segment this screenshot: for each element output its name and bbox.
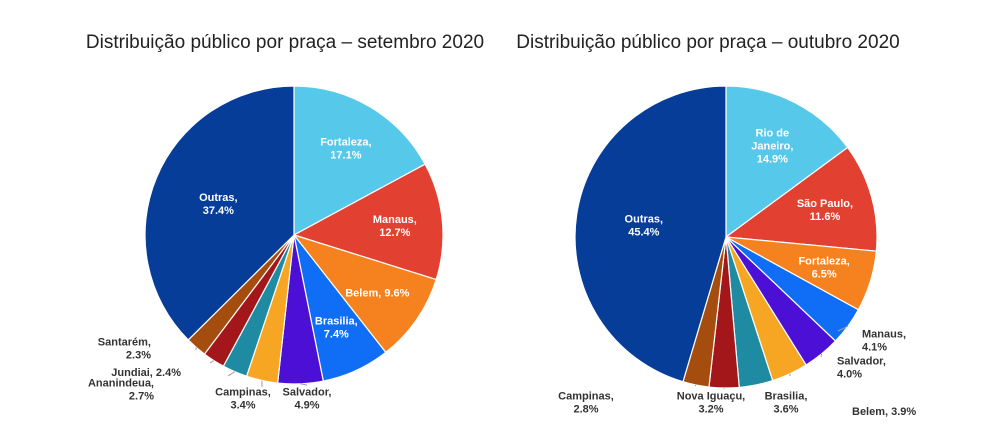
pie-slice-outras-37-4 xyxy=(144,85,295,341)
slice-label-outras-45-4: Outras, 45.4% xyxy=(625,214,664,239)
leader-line-campinas-2-8 xyxy=(694,384,697,387)
leader-line-salvador-4-9 xyxy=(300,383,308,386)
slice-label-salvador-4-9: Salvador, 4.9% xyxy=(283,387,332,412)
slice-label-sao-paulo-11-6: São Paulo, 11.6% xyxy=(797,198,853,223)
pie-chart-october: Distribuição público por praça – outubro… xyxy=(516,32,916,418)
slice-label-belem-9-6: Belem, 9.6% xyxy=(345,288,409,300)
pie-slice-manaus-12-7 xyxy=(292,163,444,281)
leader-line-salvador-4-0 xyxy=(820,353,823,358)
slice-label-rio-de-janeiro-14-9: Rio de Janeiro, 14.9% xyxy=(751,127,793,165)
slice-label-campinas-2-8: Campinas, 2.8% xyxy=(558,391,614,416)
slice-label-nova-iguacu-3-2: Nova Iguaçu, 3.2% xyxy=(677,391,745,416)
slice-label-ananindeua-2-7: Ananindeua, 2.7% xyxy=(88,378,154,403)
pie-slice-rio-de-janeiro-14-9 xyxy=(725,85,849,239)
pie-slice-fortaleza-17-1 xyxy=(293,85,426,237)
slice-label-jundiai-2-4: Jundiai, 2.4% xyxy=(111,367,181,379)
slice-label-fortaleza-17-1: Fortaleza, 17.1% xyxy=(320,136,371,161)
leader-line-jundiai-2-4 xyxy=(209,360,214,364)
pie-slice-belem-9-6 xyxy=(292,233,437,354)
chart-title-september: Distribuição público por praça – setembr… xyxy=(86,32,484,53)
slice-label-brasilia-3-6: Brasilia, 3.6% xyxy=(765,391,808,416)
slice-label-santarem-2-3: Santarém, 2.3% xyxy=(98,337,151,362)
slice-label-belem-3-9: Belem, 3.9% xyxy=(852,406,916,418)
slice-label-brasilia-7-4: Brasilia, 7.4% xyxy=(315,316,358,341)
leader-line-ananindeua-2-7 xyxy=(227,371,236,377)
slice-label-manaus-4-1: Manaus, 4.1% xyxy=(862,329,906,354)
chart-title-october: Distribuição público por praça – outubro… xyxy=(516,32,899,53)
slice-label-salvador-4-0: Salvador, 4.0% xyxy=(837,356,886,381)
slice-label-manaus-12-7: Manaus, 12.7% xyxy=(373,214,417,239)
pie-slice-outras-45-4 xyxy=(574,85,727,383)
pie-chart-september: Distribuição público por praça – setembr… xyxy=(86,32,484,412)
slice-label-campinas-3-4: Campinas, 3.4% xyxy=(215,387,271,412)
leader-line-manaus-4-1 xyxy=(837,325,849,332)
slice-label-fortaleza-6-5: Fortaleza, 6.5% xyxy=(798,256,849,281)
slice-label-outras-37-4: Outras, 37.4% xyxy=(199,192,238,217)
pie-slice-sao-paulo-11-6 xyxy=(724,146,878,252)
